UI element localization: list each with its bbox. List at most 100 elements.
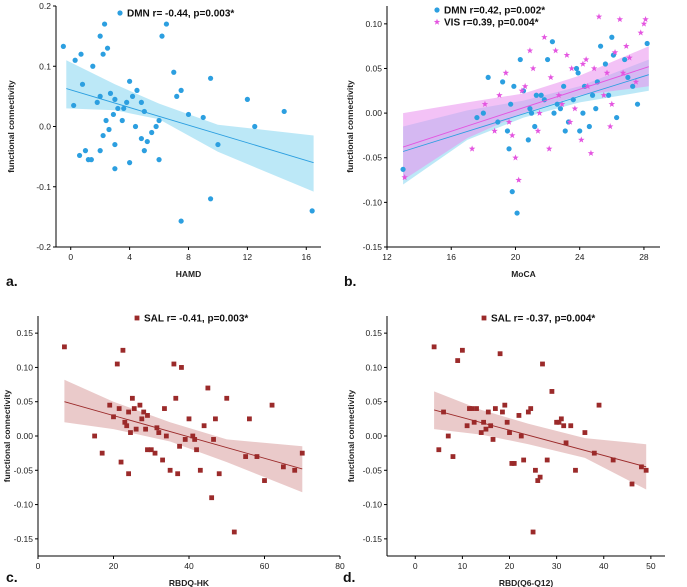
- x-tick-label: 60: [260, 561, 270, 571]
- y-tick-label: 0.10: [365, 362, 382, 372]
- dmn-data-point: [200, 114, 206, 121]
- dmn-data-point: [178, 87, 184, 93]
- sal-data-point: [216, 471, 222, 477]
- legend-label: SAL r= -0.41, p=0.003*: [144, 314, 248, 325]
- sal-data-point: [137, 402, 143, 408]
- vis-data-point: [558, 100, 566, 107]
- dmn-data-point: [527, 106, 533, 112]
- x-tick-label: 40: [184, 561, 194, 571]
- panel-label: d.: [343, 569, 355, 585]
- vis-data-point: [608, 100, 616, 107]
- dmn-data-point: [112, 96, 118, 102]
- vis-data-point: [640, 20, 648, 27]
- dmn-data-point: [138, 135, 144, 142]
- y-tick-label: 0.0: [39, 122, 51, 132]
- vis-data-point: [616, 15, 624, 23]
- vis-data-point: [571, 105, 579, 112]
- sal-data-point: [455, 358, 461, 363]
- dmn-data-point: [72, 57, 78, 63]
- dmn-data-point: [110, 111, 117, 118]
- dmn-data-point: [127, 78, 133, 84]
- dmn-data-point: [597, 43, 604, 49]
- sal-data-point: [518, 433, 524, 439]
- sal-data-point: [497, 351, 503, 357]
- dmn-data-point: [185, 111, 192, 118]
- sal-legend-marker: [134, 315, 140, 321]
- vis-data-point: [566, 118, 574, 125]
- dmn-data-point: [252, 123, 258, 130]
- x-tick-label: 30: [552, 561, 562, 571]
- sal-legend-marker: [481, 315, 487, 321]
- sal-data-point: [201, 423, 207, 429]
- dmn-data-point: [614, 114, 620, 121]
- dmn-data-point: [400, 166, 406, 172]
- sal-data-point: [500, 409, 505, 415]
- sal-data-point: [126, 471, 131, 477]
- sal-data-point: [459, 347, 465, 353]
- sal-data-point: [145, 413, 150, 418]
- vis-data-point: [626, 54, 633, 61]
- y-tick-label: -0.10: [14, 500, 34, 510]
- sal-data-point: [124, 423, 130, 429]
- vis-data-point: [541, 33, 548, 40]
- sal-data-point: [107, 402, 113, 408]
- dmn-data-point: [485, 74, 491, 81]
- sal-data-point: [471, 419, 477, 425]
- dmn-data-point: [156, 157, 162, 163]
- sal-data-point: [485, 409, 491, 415]
- dmn-data-point: [171, 69, 177, 75]
- sal-data-point: [436, 447, 442, 453]
- dmn-data-point: [178, 218, 184, 224]
- sal-data-point: [533, 467, 538, 473]
- dmn-data-point: [609, 34, 615, 40]
- sal-data-point: [143, 426, 148, 432]
- dmn-data-point: [141, 148, 147, 154]
- x-axis-label: RBD(Q6-Q12): [499, 578, 553, 587]
- vis-data-point: [534, 127, 542, 134]
- sal-data-point: [111, 414, 116, 420]
- vis-data-point: [502, 69, 510, 76]
- x-tick-label: 20: [511, 252, 521, 262]
- y-axis-label: functional connectivity: [346, 389, 356, 482]
- x-tick-label: 40: [599, 561, 609, 571]
- dmn-data-point: [525, 137, 531, 143]
- vis-data-point: [526, 47, 534, 54]
- y-tick-label: 0.15: [365, 328, 382, 338]
- dmn-data-point: [144, 138, 150, 145]
- sal-data-point: [186, 416, 192, 422]
- sal-data-point: [139, 416, 145, 422]
- x-tick-label: 12: [382, 252, 392, 262]
- dmn-data-point: [549, 39, 556, 45]
- sal-data-point: [194, 447, 199, 453]
- vis-data-point: [587, 149, 595, 157]
- vis-confidence-band: [403, 46, 649, 181]
- x-tick-label: 24: [575, 252, 585, 262]
- sal-confidence-band: [64, 379, 303, 493]
- y-tick-label: -0.1: [36, 182, 51, 192]
- dmn-data-point: [129, 93, 136, 99]
- dmn-data-point: [504, 128, 511, 134]
- vis-data-point: [509, 132, 516, 139]
- sal-data-point: [145, 447, 150, 453]
- sal-data-point: [243, 454, 249, 459]
- x-tick-label: 10: [458, 561, 468, 571]
- sal-data-point: [128, 430, 133, 435]
- y-axis-label: functional connectivity: [6, 80, 16, 173]
- sal-data-point: [610, 457, 616, 463]
- sal-data-point: [247, 416, 252, 422]
- y-tick-label: -0.10: [363, 197, 383, 207]
- dmn-data-point: [107, 90, 114, 96]
- sal-data-point: [525, 409, 531, 415]
- dmn-data-point: [630, 83, 636, 89]
- sal-data-point: [502, 402, 508, 408]
- y-axis-label: functional connectivity: [2, 389, 12, 482]
- dmn-data-point: [101, 21, 108, 27]
- panel-label: a.: [6, 273, 18, 289]
- y-tick-label: 0.10: [365, 19, 382, 29]
- legend-label: SAL r= -0.37, p=0.004*: [491, 314, 595, 325]
- sal-data-point: [190, 433, 196, 439]
- sal-data-point: [549, 389, 555, 394]
- dmn-data-point: [85, 157, 91, 163]
- dmn-data-point: [606, 92, 612, 98]
- sal-data-point: [162, 406, 167, 411]
